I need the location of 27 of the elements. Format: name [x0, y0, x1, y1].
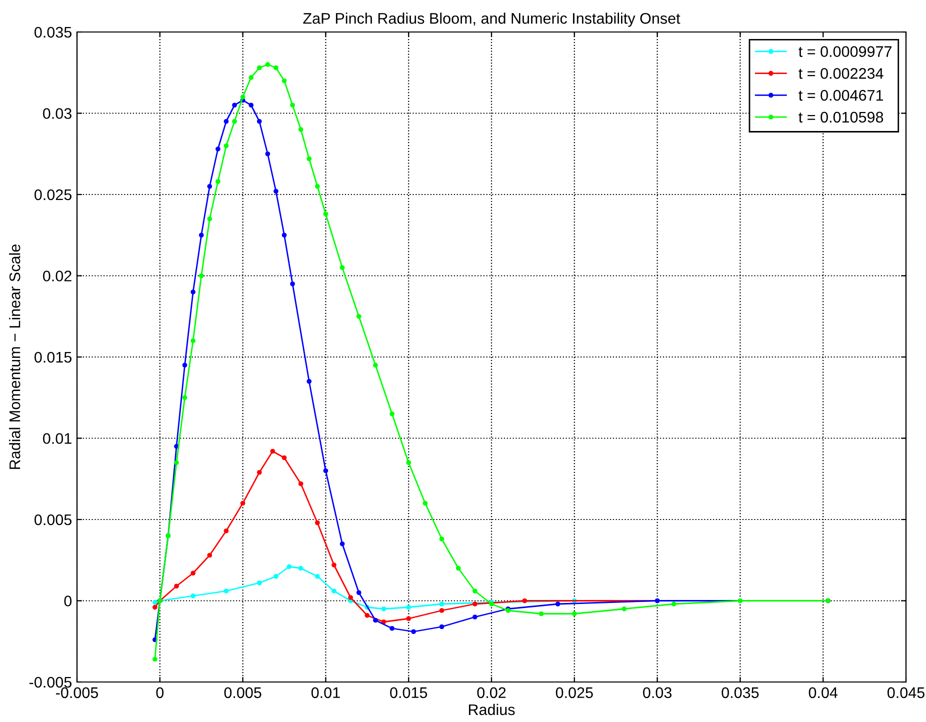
x-tick-label: 0.03 — [643, 687, 672, 698]
legend-label: t = 0.002234 — [798, 68, 884, 79]
y-tick-label: 0.03 — [43, 108, 72, 119]
x-tick-label: -0.005 — [56, 687, 98, 698]
x-tick-label: 0.01 — [311, 687, 340, 698]
y-tick-label: 0.035 — [34, 26, 72, 38]
legend-label: t = 0.0009977 — [798, 46, 892, 57]
x-tick-label: 0.045 — [887, 687, 924, 698]
y-tick-label: 0.005 — [34, 514, 72, 526]
y-axis-title: Radial Momentum − Linear Scale — [9, 244, 20, 469]
x-tick-label: 0.02 — [477, 687, 506, 698]
x-tick-label: 0 — [156, 687, 164, 698]
x-tick-label: 0.035 — [722, 687, 759, 698]
chart-title: ZaP Pinch Radius Bloom, and Numeric Instability Onset — [303, 12, 680, 27]
y-tick-label: -0.005 — [30, 676, 72, 688]
y-tick-label: 0.015 — [34, 352, 72, 363]
x-tick-label: 0.04 — [808, 687, 838, 698]
x-tick-label: 0.005 — [224, 687, 262, 698]
legend-label: t = 0.010598 — [798, 112, 884, 123]
y-tick-label: 0 — [64, 596, 72, 606]
y-tick-label: 0.025 — [34, 189, 72, 200]
y-tick-label: 0.02 — [43, 270, 72, 282]
x-axis-title: Radius — [468, 704, 515, 716]
x-tick-label: 0.025 — [556, 687, 593, 698]
y-tick-label: 0.01 — [43, 433, 72, 444]
x-tick-label: 0.015 — [390, 687, 428, 698]
legend-label: t = 0.004671 — [798, 90, 884, 101]
